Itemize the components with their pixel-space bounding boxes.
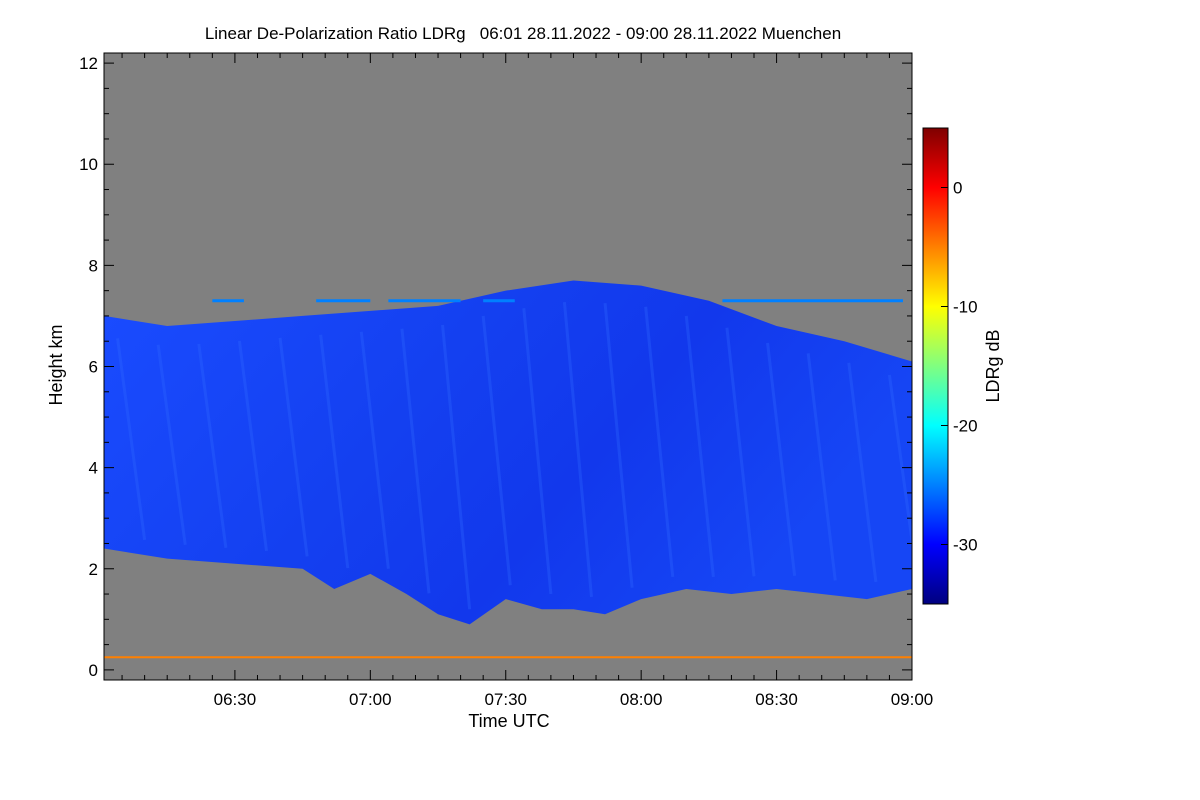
cloud-streak	[441, 324, 472, 610]
cloud-streak	[237, 340, 268, 552]
x-tick-label: 07:00	[349, 690, 392, 709]
colorbar-ticks: 0 -10 -20 -30	[941, 179, 978, 555]
cloud-streak	[562, 301, 594, 598]
cloud-streak	[725, 327, 756, 577]
y-tick-label: 8	[89, 256, 98, 275]
colorbar-tick-label: -30	[953, 536, 978, 555]
y-tick-label: 4	[89, 459, 98, 478]
x-tick-label: 08:00	[620, 690, 663, 709]
cloud-streak	[847, 362, 878, 583]
x-axis-label: Time UTC	[468, 711, 549, 731]
cloud-streak	[116, 338, 147, 541]
cloud-streak	[197, 343, 228, 549]
x-tick-label: 09:00	[891, 690, 934, 709]
cloud-texture	[116, 301, 912, 610]
cloud-streak	[603, 302, 634, 588]
colorbar	[922, 127, 949, 605]
y-tick-label: 10	[79, 155, 98, 174]
x-tick-label: 08:30	[755, 690, 798, 709]
cloud-streak	[481, 315, 512, 586]
cloud-streak	[887, 374, 912, 552]
cloud-streak	[278, 337, 309, 557]
x-tick-label: 07:30	[484, 690, 527, 709]
x-tick-label: 06:30	[214, 690, 257, 709]
cloud-streak	[684, 315, 715, 578]
cloud-streak	[644, 306, 675, 577]
x-axis: 06:30 07:00 07:30 08:00 08:30 09:00	[121, 53, 934, 709]
layer-marks	[104, 299, 912, 659]
colorbar-tick-label: -10	[953, 298, 978, 317]
cloud-streak	[806, 353, 837, 581]
y-tick-label: 2	[89, 560, 98, 579]
cloud-streak	[319, 334, 350, 569]
y-axis-label: Height km	[46, 324, 66, 405]
cloud-streak	[400, 328, 431, 594]
y-axis: 0 2 4 6 8 10 12	[79, 54, 912, 680]
y-tick-label: 6	[89, 358, 98, 377]
y-tick-label: 12	[79, 54, 98, 73]
cloud-streak	[156, 344, 187, 546]
chart-title: Linear De-Polarization Ratio LDRg 06:01 …	[205, 24, 841, 43]
cloud-streak	[522, 308, 553, 595]
plot-area	[104, 53, 912, 680]
cloud-streak	[359, 331, 390, 569]
cloud-band	[104, 280, 912, 625]
y-tick-label: 0	[89, 661, 98, 680]
colorbar-label: LDRg dB	[983, 329, 1003, 402]
colorbar-tick-label: 0	[953, 179, 962, 198]
cloud-streak	[766, 342, 797, 577]
colorbar-tick-label: -20	[953, 417, 978, 436]
